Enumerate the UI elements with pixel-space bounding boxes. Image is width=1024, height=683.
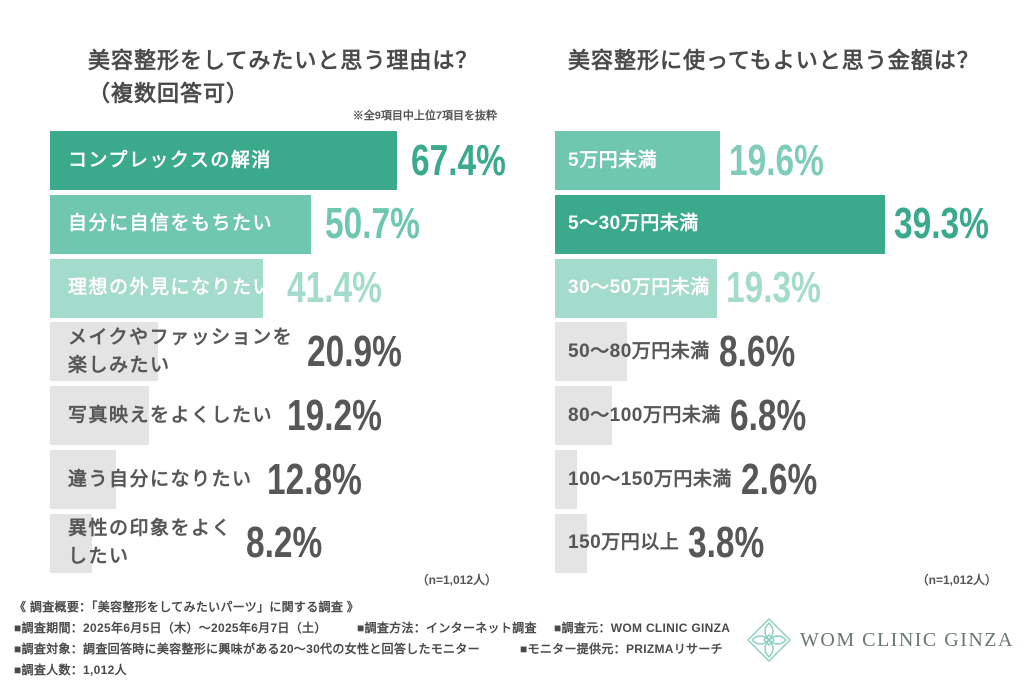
bar-row: 自分に自信をもちたい 50.7% [50, 194, 520, 254]
category-label: 150万円以上 [568, 532, 680, 554]
bar-row: コンプレックスの解消 67.4% [50, 131, 520, 190]
bar-label-area: 写真映えをよくしたい [50, 386, 273, 445]
bar [555, 258, 718, 318]
value-label: 20.9% [307, 326, 402, 376]
value-label: 12.8% [266, 454, 362, 504]
category-label: コンプレックスの解消 [68, 149, 272, 171]
bar-label-area: メイクやファッションを 楽しみたい [50, 322, 293, 381]
survey-target: ■調査対象：調査回答時に美容整形に興味がある20〜30代の女性と回答したモニター [14, 642, 480, 656]
chart-title: 美容整形をしてみたいと思う理由は？ [88, 48, 479, 73]
bar-label-area: 80〜100万円未満 [555, 386, 721, 445]
category-label: 50〜80万円未満 [568, 340, 710, 362]
bar-row: 100〜150万円未満 2.6% [555, 450, 1015, 509]
value-label: 41.4% [287, 263, 382, 313]
bar-label-area: コンプレックスの解消 [50, 131, 397, 190]
category-label: 5〜30万円未満 [568, 213, 699, 235]
category-label: 写真映えをよくしたい [68, 404, 274, 426]
bar-label-area: 100〜150万円未満 [555, 450, 732, 509]
value-label: 50.7% [325, 199, 420, 249]
bar [50, 194, 312, 254]
bar [50, 386, 149, 446]
bar [50, 450, 116, 509]
bar-label-area: 自分に自信をもちたい [50, 195, 311, 254]
bar-label-area: 5〜30万円未満 [555, 195, 885, 254]
bar-list: コンプレックスの解消 67.4% 自分に自信をもちたい 50.7% 理想の外見になりたい… [50, 131, 520, 574]
category-label: 異性の印象をよく したい [68, 518, 233, 568]
bar [50, 513, 93, 573]
chart-note: ※全9項目中上位7項目を抜粋 [352, 110, 497, 122]
bar [555, 386, 613, 446]
value-label: 6.8% [729, 390, 807, 440]
bar-row: メイクやファッションを 楽しみたい 20.9% [50, 322, 520, 382]
survey-period: ■調査期間：2025年6月5日（木）〜2025年6月7日（土） [14, 621, 327, 635]
category-label: 30〜50万円未満 [568, 277, 710, 299]
sample-size-note: （n=1,012人） [416, 573, 497, 587]
value-label: 8.6% [718, 326, 796, 376]
bar [555, 322, 628, 382]
bar [555, 450, 577, 509]
bar-row: 150万円以上 3.8% [555, 513, 1015, 573]
category-label: 理想の外見になりたい [68, 277, 274, 299]
bar-row: 写真映えをよくしたい 19.2% [50, 386, 520, 446]
bar-label-area: 異性の印象をよく したい [50, 514, 232, 573]
bar-label-area: 150万円以上 [555, 514, 679, 573]
category-label: 100〜150万円未満 [568, 468, 732, 490]
value-label: 67.4% [411, 135, 506, 185]
bar-row: 5〜30万円未満 39.3% [555, 194, 1015, 254]
lotus-diamond-icon [747, 618, 791, 662]
bar-label-area: 5万円未満 [555, 131, 720, 190]
bar-label-area: 30〜50万円未満 [555, 259, 717, 318]
value-label: 3.8% [688, 518, 765, 568]
chart-title: 美容整形に使ってもよいと思う金額は？ [568, 48, 980, 73]
survey-method: ■調査方法：インターネット調査 [357, 621, 537, 635]
bar [50, 322, 158, 382]
bar-row: 50〜80万円未満 8.6% [555, 322, 1015, 382]
bar-label-area: 50〜80万円未満 [555, 322, 710, 381]
value-label: 2.6% [740, 454, 818, 504]
value-label: 39.3% [894, 199, 989, 249]
value-label: 19.3% [726, 263, 821, 313]
bar-row: 理想の外見になりたい 41.4% [50, 258, 520, 318]
category-label: 自分に自信をもちたい [68, 213, 274, 235]
category-label: 80〜100万円未満 [568, 404, 721, 426]
bar-label-area: 理想の外見になりたい [50, 259, 273, 318]
survey-source: ■調査元：WOM CLINIC GINZA [554, 621, 731, 635]
survey-heading: 《 調査概要：「美容整形をしてみたいパーツ」に関する調査 》 [14, 600, 360, 614]
survey-panel-provider: ■モニター提供元：PRIZMAリサーチ [520, 642, 723, 656]
bar-row: 違う自分になりたい 12.8% [50, 450, 520, 509]
bar [555, 131, 720, 190]
bar-row: 異性の印象をよく したい 8.2% [50, 513, 520, 573]
sample-size-note: （n=1,012人） [916, 573, 997, 587]
value-label: 8.2% [246, 518, 323, 568]
chart-subtitle: （複数回答可） [88, 81, 250, 106]
bar-row: 80〜100万円未満 6.8% [555, 386, 1015, 446]
category-label: 違う自分になりたい [68, 468, 253, 490]
category-label: 5万円未満 [568, 149, 658, 171]
value-label: 19.6% [728, 135, 824, 185]
bar-row: 30〜50万円未満 19.3% [555, 258, 1015, 318]
value-label: 19.2% [287, 390, 382, 440]
bar-list: 5万円未満 19.6% 5〜30万円未満 39.3% 30〜50万円未満 19.3% 50〜… [555, 131, 1015, 574]
category-label: メイクやファッションを 楽しみたい [68, 326, 294, 376]
bar [555, 513, 587, 573]
survey-respondents: ■調査人数：1,012人 [14, 663, 127, 677]
logo-text: WOM CLINIC GINZA [800, 629, 1014, 651]
bar [50, 258, 264, 318]
bar-row: 5万円未満 19.6% [555, 131, 1015, 190]
bar-label-area: 違う自分になりたい [50, 450, 253, 509]
bar [50, 131, 397, 190]
bar [555, 194, 885, 254]
